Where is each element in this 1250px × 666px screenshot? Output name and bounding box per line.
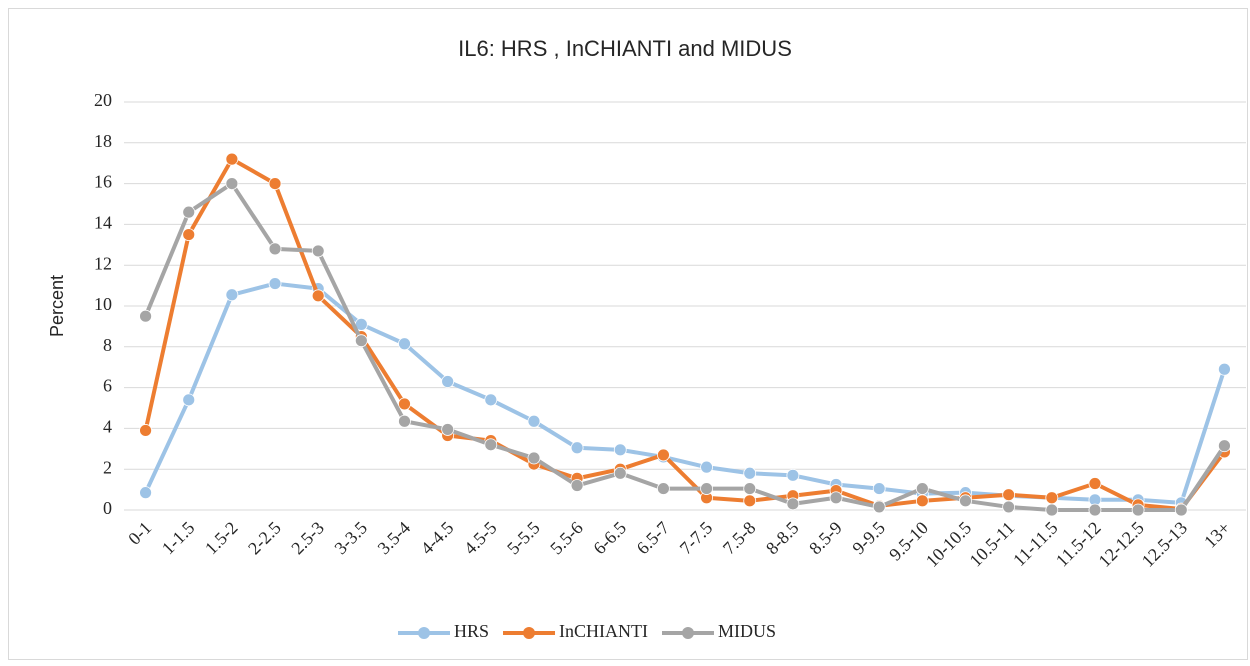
- data-point: [786, 497, 800, 511]
- y-tick-label: 0: [103, 498, 112, 518]
- legend-marker: [418, 627, 430, 639]
- data-point: [1002, 488, 1016, 502]
- data-point: [570, 441, 584, 455]
- data-point: [915, 482, 929, 495]
- data-point: [225, 288, 239, 302]
- legend-label: MIDUS: [718, 621, 776, 641]
- data-point: [915, 494, 929, 508]
- data-point: [1218, 362, 1231, 376]
- data-point: [743, 494, 757, 508]
- data-point: [743, 482, 757, 495]
- data-point: [484, 438, 498, 452]
- data-point: [1088, 477, 1102, 490]
- data-point: [527, 414, 541, 428]
- data-point: [484, 393, 498, 407]
- data-point: [311, 289, 325, 303]
- data-point: [613, 466, 627, 480]
- data-point: [139, 424, 152, 437]
- data-point: [441, 375, 455, 388]
- data-point: [182, 205, 196, 219]
- data-point: [613, 443, 627, 457]
- data-point: [139, 486, 152, 500]
- data-point: [268, 242, 282, 256]
- data-point: [225, 177, 239, 191]
- y-axis-label: Percent: [47, 275, 67, 337]
- data-point: [1218, 439, 1231, 453]
- data-point: [441, 423, 455, 436]
- y-tick-label: 8: [103, 335, 112, 355]
- data-point: [398, 337, 411, 351]
- data-point: [700, 482, 713, 495]
- y-tick-label: 10: [94, 294, 112, 314]
- data-point: [829, 491, 843, 505]
- data-point: [657, 448, 670, 462]
- data-point: [700, 460, 713, 474]
- y-tick-label: 2: [103, 457, 112, 477]
- series-line: [143, 181, 1227, 512]
- data-point: [1045, 491, 1059, 505]
- data-point: [182, 393, 196, 407]
- data-point: [743, 466, 757, 480]
- data-point: [527, 451, 541, 465]
- legend-marker: [682, 627, 694, 639]
- data-point: [354, 334, 368, 348]
- data-point: [872, 482, 886, 495]
- chart-title: IL6: HRS , InCHIANTI and MIDUS: [458, 36, 792, 61]
- data-point: [1045, 503, 1059, 517]
- data-point: [225, 152, 239, 166]
- data-point: [872, 500, 886, 514]
- y-tick-label: 14: [94, 213, 112, 233]
- legend-label: InCHIANTI: [559, 621, 648, 641]
- data-point: [139, 309, 152, 323]
- data-point: [570, 479, 584, 492]
- y-tick-label: 20: [94, 90, 112, 110]
- y-tick-label: 18: [94, 131, 112, 151]
- data-point: [1131, 503, 1145, 517]
- y-tick-label: 4: [103, 417, 112, 437]
- data-point: [311, 244, 325, 258]
- data-point: [182, 228, 196, 242]
- data-point: [1002, 500, 1016, 514]
- data-point: [1088, 503, 1102, 517]
- y-tick-label: 12: [94, 253, 112, 273]
- data-point: [786, 468, 800, 482]
- data-point: [398, 414, 411, 428]
- series-line: [143, 157, 1227, 511]
- legend-marker: [523, 627, 536, 639]
- data-point: [398, 397, 411, 411]
- data-point: [1174, 503, 1188, 517]
- data-point: [657, 482, 670, 495]
- data-point: [268, 277, 282, 290]
- data-point: [959, 494, 972, 508]
- y-tick-label: 6: [103, 376, 112, 396]
- legend-label: HRS: [454, 621, 489, 641]
- y-tick-label: 16: [94, 172, 112, 192]
- data-point: [268, 177, 282, 191]
